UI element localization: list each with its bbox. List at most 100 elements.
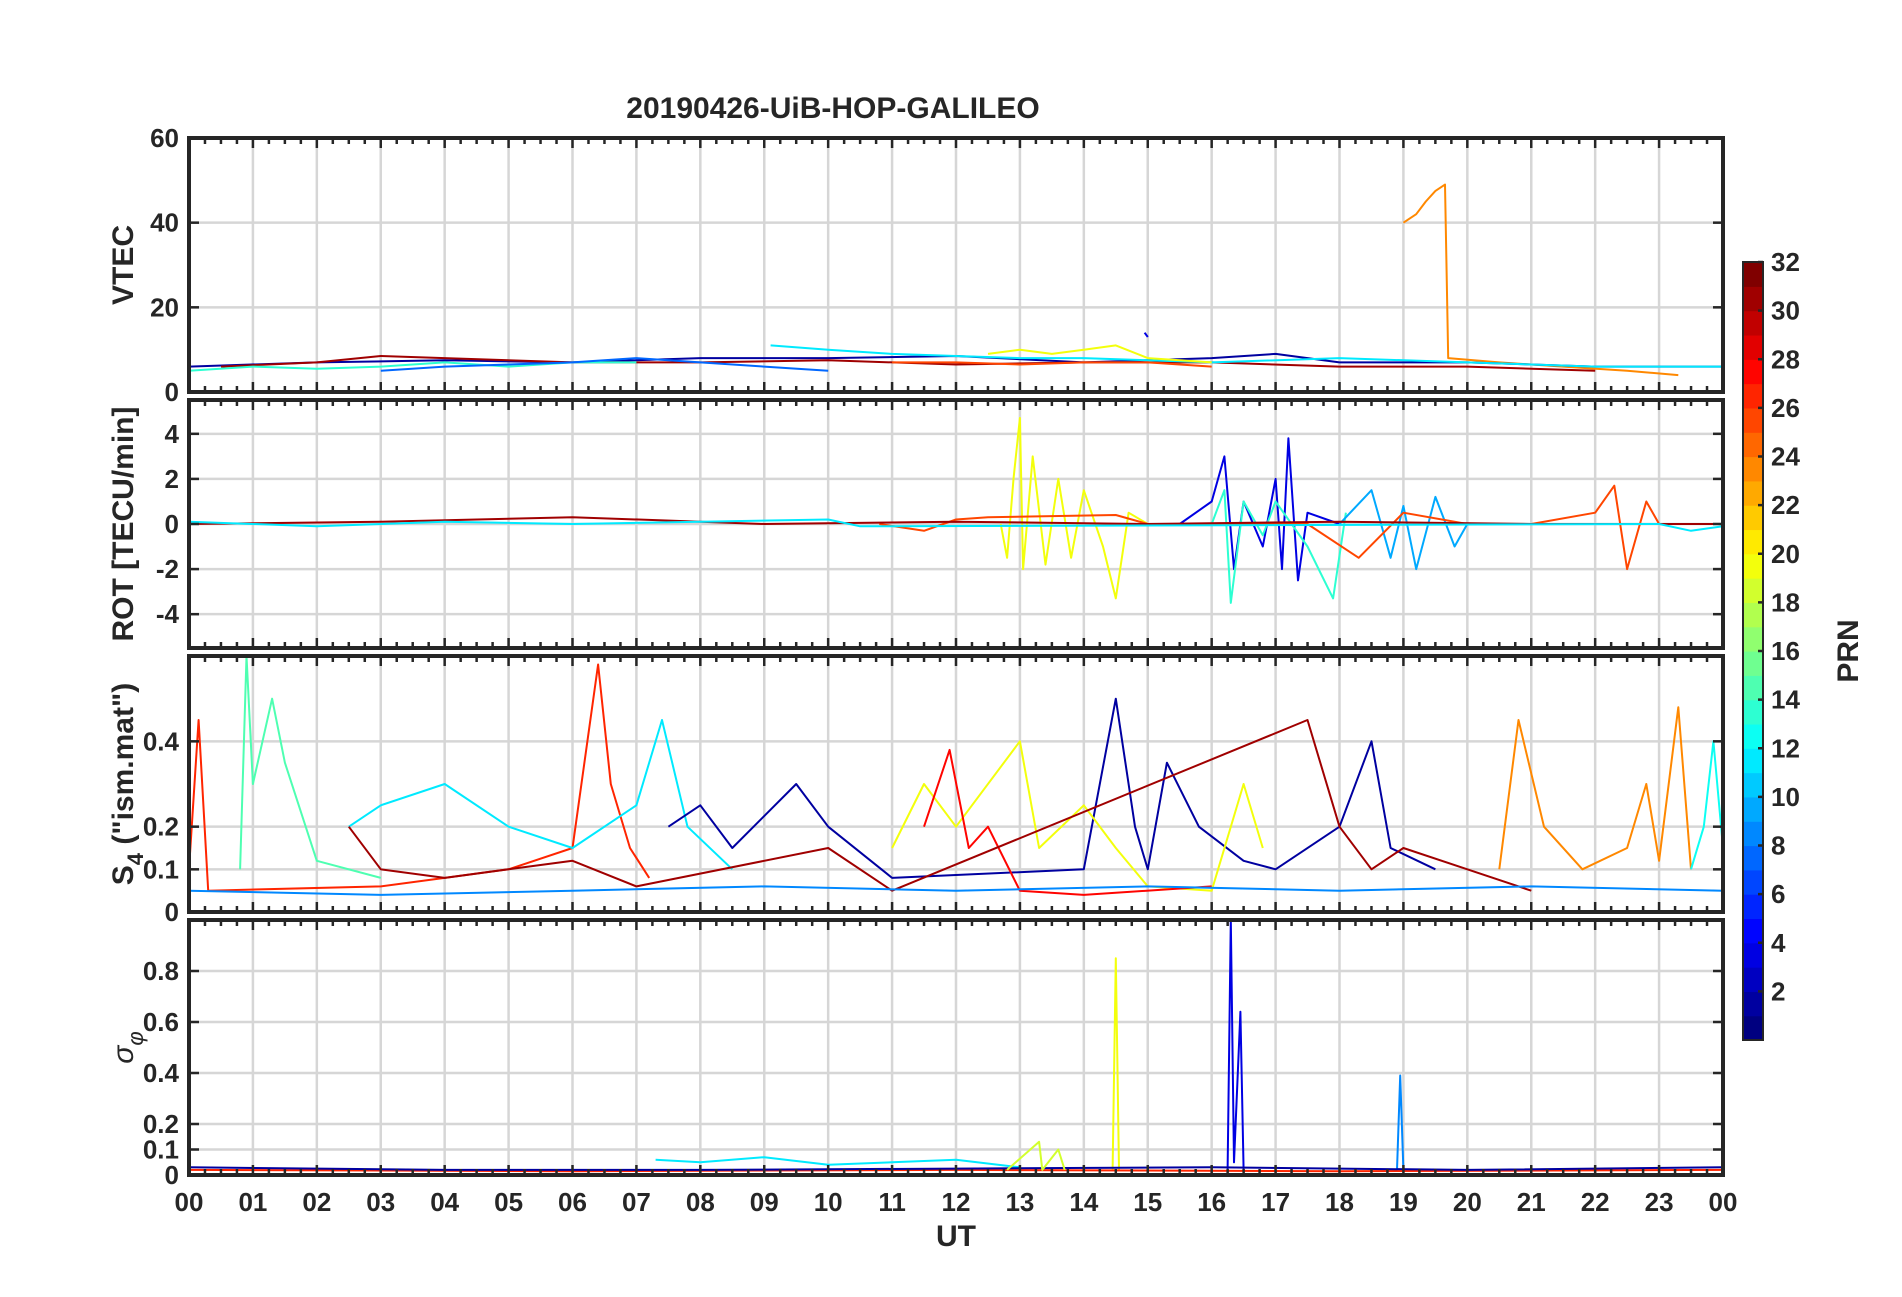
colorbar-label: PRN: [1832, 619, 1865, 682]
colorbar-swatch: [1743, 480, 1763, 506]
colorbar-swatch: [1743, 578, 1763, 603]
colorbar-swatch: [1743, 432, 1763, 458]
series-vtec-prn-4: [1143, 332, 1149, 338]
series-sigma_phi-prn-9: [1396, 1074, 1405, 1170]
colorbar-tick-label: 14: [1771, 685, 1800, 715]
colorbar-tick-label: 10: [1771, 782, 1800, 812]
x-tick-label: 16: [1197, 1187, 1226, 1217]
x-axis-ticks: 00 01 02 03 04 05 06 07 08 09 10 11 12 13 14 15 16 17 18 19…: [175, 1187, 1738, 1217]
panel-sigma_phi-y-axis-label: σφ: [107, 1031, 148, 1063]
colorbar-tick-label: 20: [1771, 539, 1800, 569]
panel-vtec-y-tick-label: 20: [150, 292, 179, 322]
colorbar-swatch: [1743, 821, 1763, 847]
x-tick-label: 08: [686, 1187, 715, 1217]
series-vtec-prn-26: [892, 361, 1212, 368]
series-s4-prn-15: [239, 656, 382, 879]
colorbar-swatch: [1743, 553, 1763, 579]
colorbar-tick-label: 4: [1771, 928, 1786, 958]
series-vtec-prn-24: [1402, 183, 1679, 377]
series-s4-prn-13: [1690, 740, 1723, 870]
colorbar-swatch: [1743, 796, 1763, 822]
panel-s4-y-axis-label: S4 ("ism.mat"): [107, 683, 148, 885]
panel-rot-y-tick-label: 4: [165, 419, 180, 449]
colorbar-swatch: [1743, 383, 1763, 409]
series-sigma_phi-prn-12: [655, 1156, 1021, 1169]
x-tick-label: 04: [430, 1187, 459, 1217]
x-tick-label: 14: [1069, 1187, 1098, 1217]
x-tick-label: 07: [622, 1187, 651, 1217]
series-rot-prn-26: [879, 484, 1660, 571]
colorbar-swatch: [1743, 359, 1763, 385]
colorbar-swatch: [1743, 918, 1763, 944]
colorbar-swatch: [1743, 845, 1763, 871]
panel-vtec-frame: [187, 136, 1725, 394]
colorbar-swatch: [1743, 772, 1763, 798]
series-sigma_phi-prn-4: [1226, 920, 1245, 1170]
colorbar-swatch: [1743, 602, 1763, 628]
panel-vtec-y-tick-label: 40: [150, 208, 179, 238]
colorbar-tick-label: 26: [1771, 393, 1800, 423]
x-tick-label: 06: [558, 1187, 587, 1217]
colorbar-swatch: [1743, 456, 1763, 482]
panel-vtec-y-axis-label: VTEC: [107, 225, 140, 305]
series-rot-prn-10: [1338, 489, 1469, 571]
colorbar-tick-label: 28: [1771, 344, 1800, 374]
panel-vtec-series: [189, 183, 1723, 377]
panel-rot-y-tick-label: -4: [156, 599, 180, 629]
colorbar-tick-label: 6: [1771, 879, 1785, 909]
series-s4-prn-28: [923, 748, 1212, 896]
colorbar-swatch: [1743, 967, 1763, 992]
colorbar-swatch: [1743, 626, 1763, 652]
series-rot-prn-12: [189, 518, 1723, 532]
panel-sigma_phi-y-tick-label: 0.4: [143, 1058, 180, 1088]
colorbar-swatch: [1743, 894, 1763, 920]
panel-s4-frame: [187, 654, 1725, 914]
colorbar-swatch: [1743, 869, 1763, 895]
panel-s4-y-tick-label: 0.4: [143, 726, 180, 756]
colorbar-swatch: [1743, 529, 1763, 555]
x-tick-label: 09: [750, 1187, 779, 1217]
panel-s4-y-tick-label: 0.1: [143, 854, 179, 884]
colorbar-tick-label: 32: [1771, 247, 1800, 277]
x-tick-label: 01: [238, 1187, 267, 1217]
colorbar-tick-label: 16: [1771, 636, 1800, 666]
panel-s4-series: [189, 656, 1723, 896]
colorbar-tick-label: 2: [1771, 976, 1785, 1006]
colorbar-swatch: [1743, 334, 1763, 360]
colorbar-swatch: [1743, 699, 1763, 725]
panel-sigma_phi-y-tick-label: 0.6: [143, 1007, 179, 1037]
colorbar-swatch: [1743, 723, 1763, 749]
colorbar-swatch: [1743, 991, 1763, 1017]
panel-rot-y-tick-label: -2: [156, 554, 179, 584]
x-axis-label: UT: [936, 1220, 976, 1253]
x-tick-label: 21: [1517, 1187, 1546, 1217]
colorbar-tick-label: 12: [1771, 733, 1800, 763]
x-tick-label: 03: [366, 1187, 395, 1217]
series-rot-prn-31: [189, 516, 1723, 525]
panel-vtec-y-tick-label: 0: [165, 377, 179, 407]
series-s4-prn-20: [891, 740, 1264, 892]
colorbar-tick-label: 18: [1771, 587, 1800, 617]
chart-title: 20190426-UiB-HOP-GALILEO: [626, 92, 1039, 125]
panel-vtec-y-tick-label: 60: [150, 123, 179, 153]
panel-sigma_phi-y-tick-label: 0.8: [143, 956, 179, 986]
series-s4-prn-31: [348, 719, 1532, 892]
colorbar-swatch: [1743, 675, 1763, 701]
panel-sigma_phi-y-tick-label: 0.2: [143, 1109, 179, 1139]
panel-s4: 0 0.1 0.2 0.4S4 ("ism.mat"): [107, 654, 1725, 927]
series-vtec-prn-20: [987, 344, 1212, 364]
series-sigma_phi-prn-19: [1006, 1140, 1066, 1171]
series-sigma_phi-prn-20: [1111, 957, 1120, 1170]
x-tick-label: 20: [1453, 1187, 1482, 1217]
x-tick-label: 00: [175, 1187, 204, 1217]
x-tick-label: 13: [1005, 1187, 1034, 1217]
x-tick-label: 11: [878, 1187, 906, 1217]
x-tick-label: 23: [1645, 1187, 1674, 1217]
panel-rot: -4 -2 0 2 4 ROT [TECU/min]: [107, 398, 1725, 650]
panel-rot-y-tick-label: 2: [165, 464, 179, 494]
panel-sigma_phi: 00.10.2 0.4 0.6 0.8 σφ: [107, 918, 1725, 1190]
x-tick-label: 17: [1261, 1187, 1290, 1217]
